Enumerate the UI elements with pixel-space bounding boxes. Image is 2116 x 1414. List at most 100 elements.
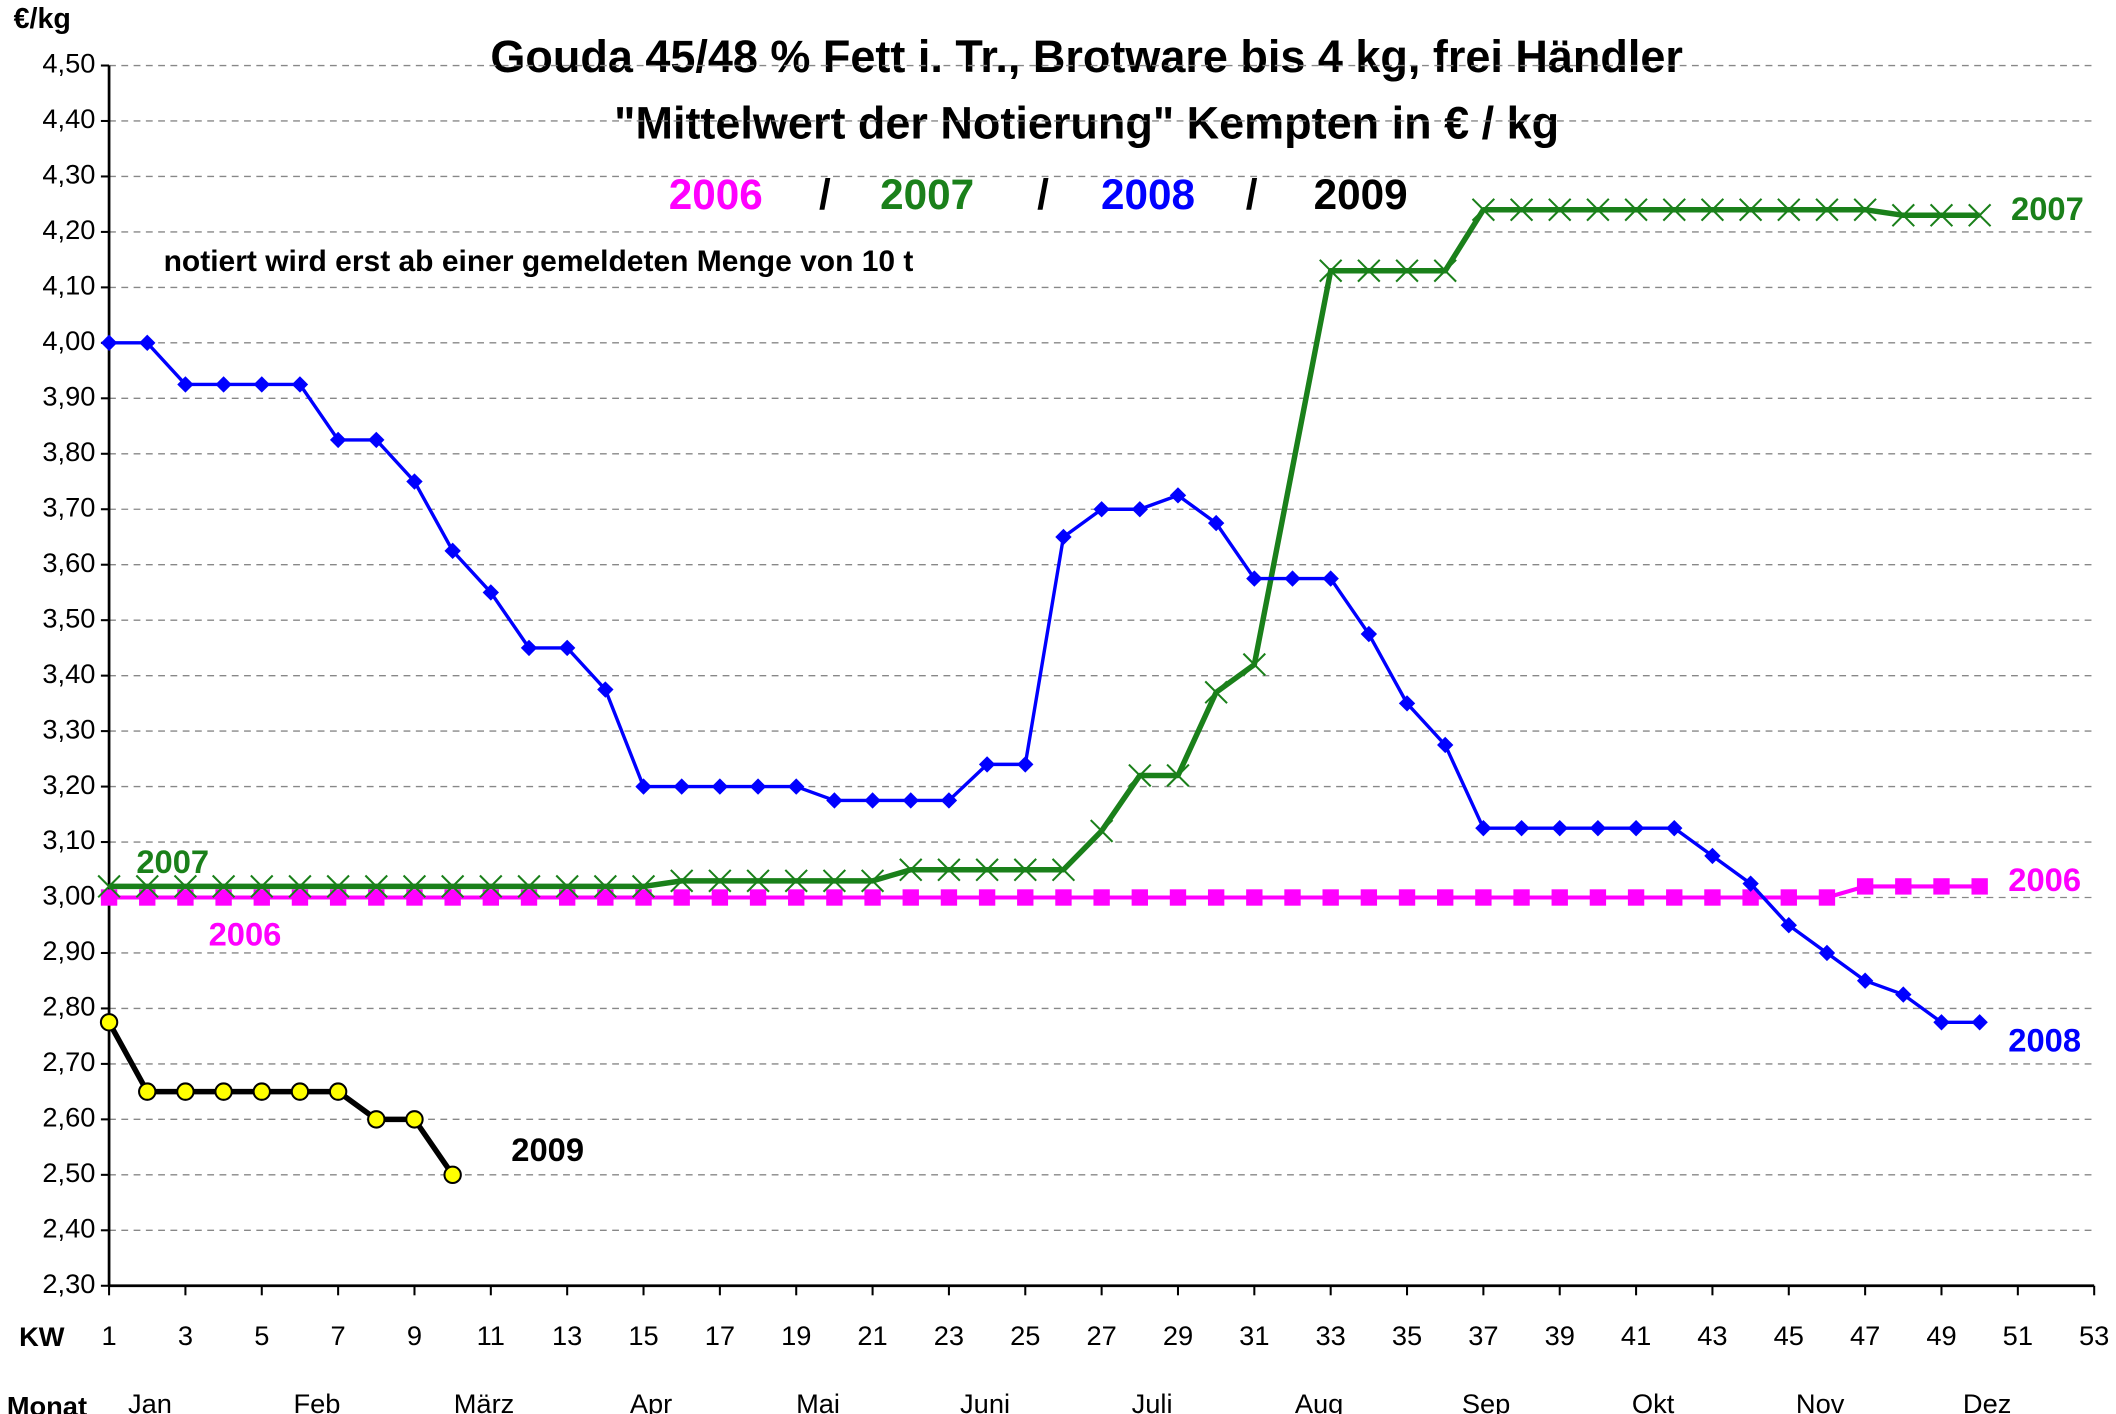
x-tick-label: 35	[1392, 1320, 1422, 1351]
y-tick-label: 3,30	[42, 713, 95, 744]
y-tick-label: 3,60	[42, 547, 95, 578]
marker	[1548, 198, 1572, 222]
marker	[1475, 889, 1492, 906]
marker	[1815, 198, 1839, 222]
marker	[1971, 878, 1988, 895]
marker	[1475, 819, 1492, 837]
marker	[635, 778, 652, 795]
x-tick-label: 23	[934, 1320, 964, 1351]
marker	[291, 889, 309, 906]
marker	[597, 681, 614, 698]
marker	[673, 778, 690, 795]
marker	[1398, 889, 1416, 906]
marker	[482, 889, 500, 906]
marker	[1242, 652, 1266, 677]
x-tick-label: 9	[407, 1320, 422, 1351]
y-tick-label: 2,50	[42, 1157, 95, 1188]
y-tick-label: 3,70	[42, 491, 95, 522]
marker	[1017, 889, 1034, 906]
marker	[215, 376, 232, 393]
legend-separator: /	[1246, 171, 1258, 218]
y-tick-label: 2,30	[42, 1268, 95, 1299]
marker	[1624, 198, 1648, 222]
marker	[1093, 501, 1110, 518]
marker	[558, 889, 576, 906]
series-label: 2007	[2011, 190, 2084, 227]
y-tick-label: 3,80	[42, 436, 95, 467]
marker	[1509, 198, 1534, 222]
marker	[1017, 756, 1034, 773]
marker	[1551, 889, 1568, 906]
month-label: Nov	[1796, 1388, 1845, 1414]
marker	[558, 639, 576, 657]
marker	[1360, 625, 1378, 643]
marker	[479, 874, 503, 899]
marker	[826, 889, 843, 906]
marker	[520, 889, 538, 906]
marker	[328, 1082, 348, 1101]
marker	[788, 778, 805, 795]
marker	[97, 874, 121, 899]
marker	[173, 874, 198, 899]
marker	[822, 869, 847, 893]
marker	[139, 334, 156, 352]
marker	[1013, 858, 1037, 882]
y-tick-label: 4,00	[42, 325, 95, 356]
marker	[1513, 819, 1530, 837]
series-label: 2006	[209, 915, 282, 952]
marker	[670, 869, 694, 893]
marker	[1589, 819, 1607, 837]
marker	[1128, 763, 1152, 788]
month-axis-label: Monat	[7, 1391, 87, 1414]
marker	[1207, 889, 1225, 906]
y-tick-label: 3,90	[42, 381, 95, 412]
marker	[1738, 198, 1763, 222]
marker	[864, 889, 881, 906]
marker	[1471, 198, 1496, 222]
x-tick-label: 7	[331, 1320, 346, 1351]
marker	[708, 869, 732, 893]
marker	[1357, 259, 1381, 283]
marker	[978, 756, 996, 773]
marker	[406, 889, 423, 906]
marker	[746, 869, 770, 893]
marker	[1742, 875, 1759, 892]
marker	[1891, 203, 1915, 227]
month-label: Mai	[796, 1388, 840, 1414]
marker	[978, 889, 996, 906]
marker	[631, 874, 656, 899]
marker	[253, 889, 270, 906]
y-tick-label: 3,50	[42, 602, 95, 633]
x-tick-label: 53	[2079, 1320, 2109, 1351]
marker	[291, 376, 309, 393]
y-tick-label: 4,10	[42, 270, 95, 301]
marker	[1589, 889, 1607, 906]
chart-subtitle: "Mittelwert der Notierung" Kempten in € …	[614, 98, 1559, 149]
marker	[368, 889, 385, 906]
marker	[1971, 1014, 1988, 1031]
legend-separator: /	[1037, 171, 1049, 218]
month-label: Feb	[294, 1388, 341, 1414]
marker	[711, 778, 729, 795]
x-tick-label: 27	[1086, 1320, 1116, 1351]
y-tick-label: 4,20	[42, 214, 95, 245]
marker	[1933, 878, 1950, 895]
marker	[177, 376, 194, 393]
marker	[252, 1082, 271, 1101]
marker	[1968, 203, 1992, 227]
marker	[1780, 917, 1797, 934]
x-tick-label: 39	[1545, 1320, 1575, 1351]
y-tick-label: 3,40	[42, 658, 95, 689]
y-tick-label: 2,90	[42, 935, 95, 966]
marker	[329, 431, 347, 449]
marker	[1055, 889, 1072, 906]
marker	[1666, 819, 1683, 837]
marker	[1433, 259, 1457, 283]
marker	[1051, 858, 1076, 882]
marker	[555, 874, 579, 899]
y-tick-label: 4,50	[42, 48, 95, 79]
x-tick-label: 45	[1774, 1320, 1804, 1351]
marker	[1131, 889, 1148, 906]
marker	[597, 889, 614, 906]
